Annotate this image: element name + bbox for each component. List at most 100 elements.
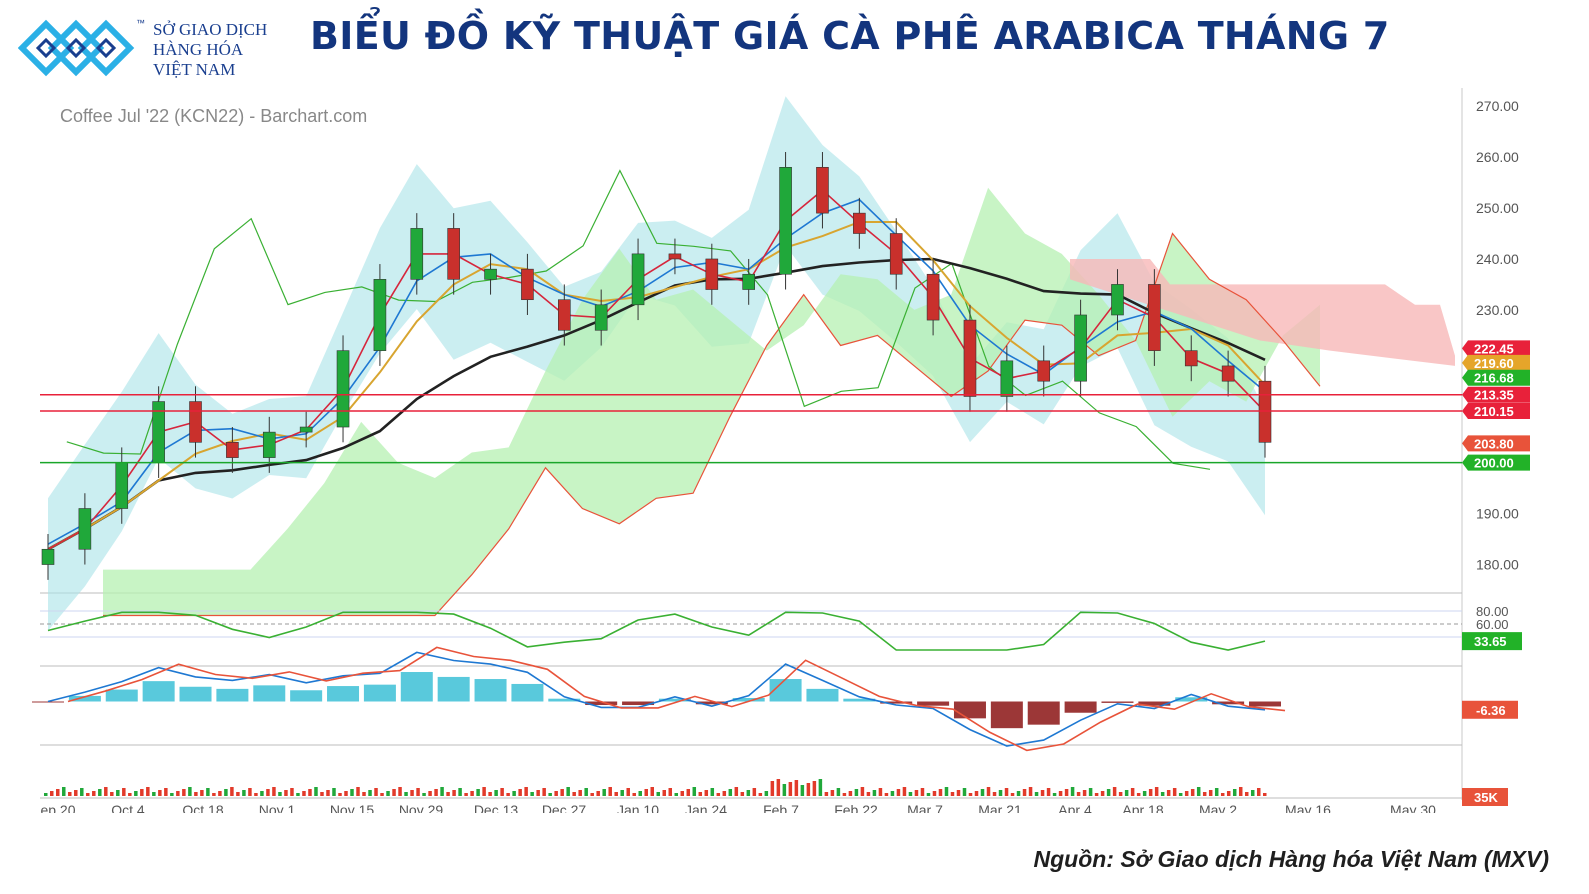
rsi-tick-label: 60.00 (1476, 617, 1509, 632)
volume-bar (68, 792, 72, 796)
x-tick-label: Apr 4 (1058, 802, 1092, 813)
logo-line-3: VIỆT NAM (153, 60, 236, 79)
price-tag-bg (1462, 369, 1530, 386)
bollinger-band (48, 96, 1265, 631)
ichimoku-span-b (103, 232, 1321, 617)
volume-bar (788, 782, 793, 796)
volume-bar (1076, 792, 1081, 796)
volume-bar (92, 791, 96, 796)
rsi-tag-label: 33.65 (1474, 634, 1507, 649)
volume-bar (716, 793, 721, 796)
volume-bar (296, 793, 300, 796)
volume-bar (596, 791, 600, 796)
x-tick-label: Feb 22 (834, 802, 878, 813)
volume-bar (218, 791, 222, 796)
volume-bar (950, 792, 955, 796)
volume-bar (680, 791, 685, 796)
candle-body (1184, 350, 1198, 367)
x-tick-label: Jan 24 (685, 802, 727, 813)
mxv-logo: SỞ GIAO DỊCH HÀNG HÓA VIỆT NAM ™ (17, 16, 288, 80)
volume-bar (776, 779, 781, 796)
volume-bar (752, 788, 757, 796)
volume-bar (488, 792, 492, 796)
y-tick-label: 190.00 (1476, 506, 1519, 522)
candle-body (963, 319, 977, 397)
volume-bar (926, 793, 931, 796)
volume-bar (518, 789, 522, 796)
y-tick-label: 180.00 (1476, 557, 1519, 573)
volume-bar (560, 789, 564, 796)
candle-body (1037, 360, 1051, 382)
volume-bar (638, 791, 642, 796)
candle-body (1111, 284, 1124, 316)
volume-bar (662, 790, 667, 796)
volume-bar (644, 789, 648, 796)
volume-bar (482, 787, 486, 796)
volume-bar (512, 791, 516, 796)
macd-bar (253, 685, 286, 702)
x-tick-label: Apr 18 (1122, 802, 1163, 813)
volume-bar (914, 790, 919, 796)
volume-bar (1226, 791, 1231, 796)
macd-bar (32, 701, 64, 703)
volume-bar (1064, 789, 1069, 796)
volume-bar (350, 789, 354, 796)
volume-bar (356, 787, 360, 796)
macd-bar (400, 672, 433, 702)
volume-bar (1010, 793, 1015, 796)
volume-tag-bg (1462, 788, 1508, 806)
volume-bar (806, 783, 811, 796)
volume-bar (386, 791, 390, 796)
chart-title: Coffee Jul '22 (KCN22) - Barchart.com (60, 106, 367, 126)
volume-bar (146, 787, 150, 796)
volume-bar (1052, 793, 1057, 796)
volume-bar (590, 793, 594, 796)
volume-bar (740, 792, 745, 796)
volume-bar (326, 790, 330, 796)
volume-bar (200, 790, 204, 796)
macd-bar (917, 701, 950, 706)
price-tag-label: 203.80 (1474, 436, 1514, 451)
volume-bar (572, 792, 576, 796)
volume-bar (254, 793, 258, 796)
price-tag: 200.00 (1462, 454, 1530, 471)
volume-bar (86, 793, 90, 796)
x-tick-label: Nov 15 (330, 802, 375, 813)
volume-bar (620, 790, 624, 796)
y-tick-label: 240.00 (1476, 251, 1519, 267)
volume-bar (770, 781, 775, 796)
volume-bar (602, 789, 606, 796)
volume-bar (992, 792, 997, 796)
price-tag-label: 213.35 (1474, 388, 1514, 403)
volume-bar (428, 791, 432, 796)
candle-body (115, 462, 129, 509)
volume-bar (476, 789, 480, 796)
mxv-logo-icon (17, 19, 135, 77)
moving-average-fast (47, 189, 1266, 551)
candle-body (373, 279, 387, 351)
x-tick-label: ep 20 (40, 802, 75, 813)
volume-bar (812, 781, 817, 796)
candle-body (779, 166, 792, 275)
macd-bar (843, 698, 876, 702)
volume-bar (338, 793, 342, 796)
candle-body (262, 431, 276, 458)
volume-bar (104, 787, 108, 796)
macd-bar (732, 697, 765, 702)
volume-bar (1160, 792, 1165, 796)
x-tick-label: May 2 (1199, 802, 1237, 813)
volume-bar (698, 792, 703, 796)
volume-bar (668, 788, 673, 796)
volume-bar (140, 789, 144, 796)
macd-bar (548, 698, 581, 702)
volume-bar (380, 793, 384, 796)
volume-bar (158, 790, 162, 796)
macd-bar (142, 681, 175, 702)
x-tick-label: Oct 18 (182, 802, 223, 813)
volume-bar (368, 790, 372, 796)
volume-bar (1196, 787, 1201, 796)
ichimoku-cloud-bull (103, 187, 1320, 616)
volume-bar (872, 790, 877, 796)
volume-bar (1058, 791, 1063, 796)
volume-bar (656, 792, 660, 796)
